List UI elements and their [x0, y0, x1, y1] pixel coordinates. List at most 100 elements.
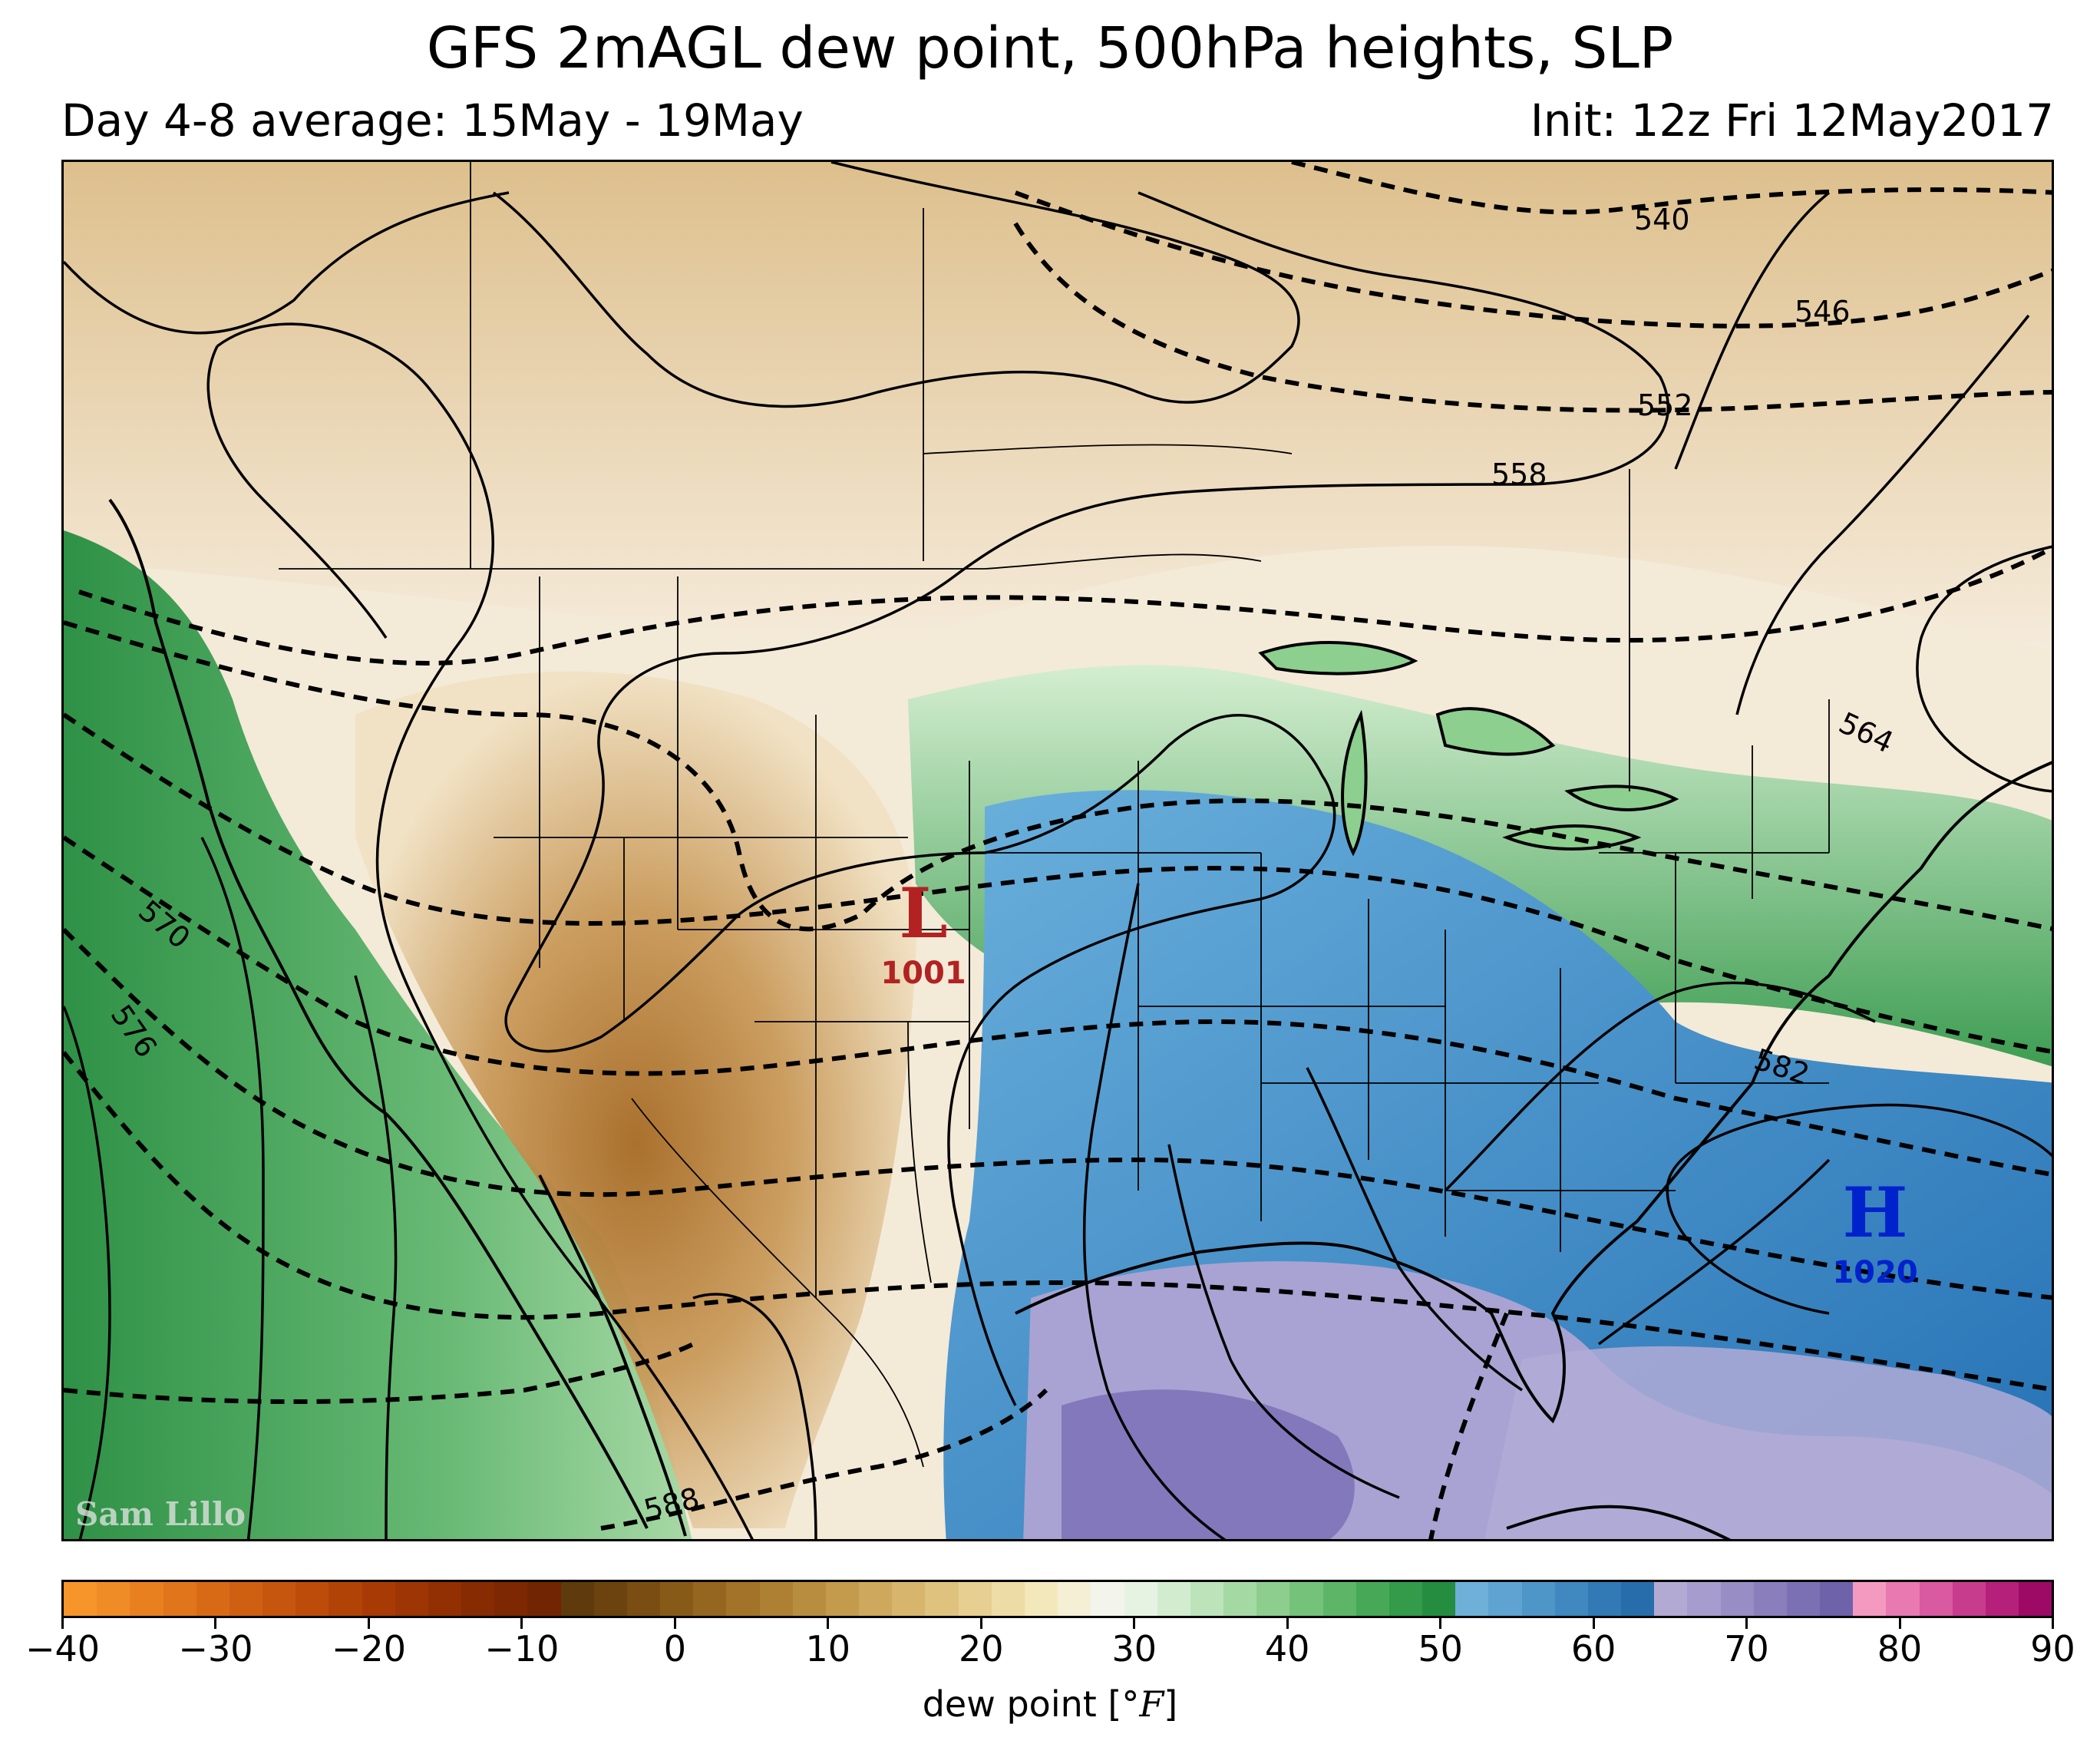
colorbar-unit: °F: [1121, 1683, 1164, 1725]
colorbar-tick-label: −40: [25, 1628, 101, 1670]
colorbar-segment: [726, 1582, 760, 1616]
colorbar-segment: [527, 1582, 561, 1616]
map-title: GFS 2mAGL dew point, 500hPa heights, SLP: [426, 15, 1674, 81]
colorbar-tick-label: 50: [1418, 1628, 1463, 1670]
colorbar-segment: [196, 1582, 229, 1616]
colorbar-segment: [1289, 1582, 1323, 1616]
colorbar-segment: [1786, 1582, 1821, 1616]
colorbar-tick: [1286, 1618, 1289, 1629]
colorbar-segment: [825, 1582, 860, 1616]
colorbar-segment: [1157, 1582, 1190, 1616]
colorbar-label-text: dew point [: [922, 1683, 1122, 1725]
colorbar-tick-label: 0: [663, 1628, 686, 1670]
high-pressure-value: 1020: [1832, 1255, 1917, 1290]
colorbar-tick-label: 60: [1570, 1628, 1616, 1670]
low-pressure-value: 1001: [880, 956, 966, 991]
author-watermark: Sam Lillo: [75, 1495, 246, 1533]
colorbar-segment: [1223, 1582, 1257, 1616]
averaging-period: Day 4-8 average: 15May - 19May: [61, 94, 804, 147]
high-pressure-center: H 1020: [1832, 1172, 1917, 1290]
colorbar-segment: [1587, 1582, 1622, 1616]
low-symbol: L: [899, 873, 947, 954]
high-symbol: H: [1842, 1172, 1907, 1254]
colorbar-segment: [1720, 1582, 1754, 1616]
colorbar-segment: [362, 1582, 395, 1616]
colorbar-segment: [1886, 1582, 1920, 1616]
colorbar-segment: [130, 1582, 163, 1616]
height-label-540: 540: [1634, 203, 1690, 236]
colorbar-segment: [626, 1582, 661, 1616]
colorbar-tick-label: 30: [1111, 1628, 1157, 1670]
colorbar-tick: [1592, 1618, 1595, 1629]
colorbar-tick: [61, 1618, 64, 1629]
colorbar-segment: [1322, 1582, 1356, 1616]
colorbar-tick: [1133, 1618, 1136, 1629]
colorbar-segment: [1388, 1582, 1423, 1616]
low-pressure-center: L 1001: [880, 873, 966, 991]
colorbar-tick: [367, 1618, 370, 1629]
colorbar-tick: [520, 1618, 523, 1629]
colorbar-segment: [97, 1582, 130, 1616]
colorbar-segment: [1687, 1582, 1721, 1616]
colorbar-segment: [395, 1582, 428, 1616]
colorbar-segment: [560, 1582, 594, 1616]
dew-point-colorbar: [61, 1580, 2054, 1618]
colorbar-segment: [1919, 1582, 1953, 1616]
colorbar-segment: [1190, 1582, 1224, 1616]
colorbar-segment: [1355, 1582, 1389, 1616]
colorbar-tick: [979, 1618, 982, 1629]
colorbar-segment: [329, 1582, 362, 1616]
colorbar-segment: [1621, 1582, 1655, 1616]
colorbar-segment: [1058, 1582, 1091, 1616]
colorbar-tick-label: 70: [1724, 1628, 1769, 1670]
height-label-546: 546: [1795, 295, 1851, 329]
map-panel: 540 546 552 558 564 570 576 582 588 L 10…: [61, 160, 2054, 1541]
colorbar-label-close: ]: [1164, 1683, 1178, 1725]
colorbar-tick-label: −30: [178, 1628, 253, 1670]
colorbar-label: dew point [°F]: [0, 1681, 2100, 1727]
colorbar-segment: [2019, 1582, 2052, 1616]
colorbar-segment: [163, 1582, 196, 1616]
colorbar-segment: [262, 1582, 296, 1616]
colorbar-tick-label: 10: [805, 1628, 851, 1670]
height-contours: [64, 162, 2052, 1539]
coastlines: [108, 498, 2052, 1539]
colorbar-segment: [229, 1582, 263, 1616]
colorbar-segment: [1091, 1582, 1124, 1616]
colorbar-segment: [1455, 1582, 1489, 1616]
colorbar-tick-label: 20: [958, 1628, 1004, 1670]
colorbar-segment: [428, 1582, 462, 1616]
height-label-552: 552: [1637, 388, 1693, 422]
colorbar-segment: [494, 1582, 528, 1616]
colorbar-tick: [214, 1618, 217, 1629]
pacific-moist-region: [64, 530, 692, 1539]
state-borders: [279, 162, 1830, 1468]
colorbar-tick-label: −20: [331, 1628, 406, 1670]
colorbar-segment: [1554, 1582, 1588, 1616]
colorbar-tick: [827, 1618, 830, 1629]
colorbar-segment: [1521, 1582, 1555, 1616]
colorbar-segment: [1024, 1582, 1058, 1616]
colorbar-segment: [859, 1582, 893, 1616]
init-time: Init: 12z Fri 12May2017: [1530, 94, 2054, 147]
colorbar-tick: [2052, 1618, 2054, 1629]
colorbar-segment: [1820, 1582, 1854, 1616]
colorbar-segment: [593, 1582, 627, 1616]
colorbar-segment: [1422, 1582, 1456, 1616]
colorbar-tick: [673, 1618, 676, 1629]
colorbar-tick: [1745, 1618, 1748, 1629]
caribbean-humid: [1484, 1346, 2052, 1539]
colorbar-segment: [1124, 1582, 1157, 1616]
colorbar-segment: [64, 1582, 97, 1616]
map-svg: 540 546 552 558 564 570 576 582 588 L 10…: [64, 162, 2052, 1539]
colorbar-tick: [1439, 1618, 1442, 1629]
colorbar-segment: [958, 1582, 992, 1616]
colorbar-segment: [1985, 1582, 2019, 1616]
colorbar-segment: [461, 1582, 495, 1616]
colorbar-tick-label: −10: [484, 1628, 560, 1670]
dry-north-region: [64, 162, 2052, 652]
colorbar-tick-label: 80: [1877, 1628, 1923, 1670]
colorbar-tick-label: 90: [2030, 1628, 2075, 1670]
colorbar-segment: [892, 1582, 926, 1616]
colorbar-segment: [759, 1582, 793, 1616]
